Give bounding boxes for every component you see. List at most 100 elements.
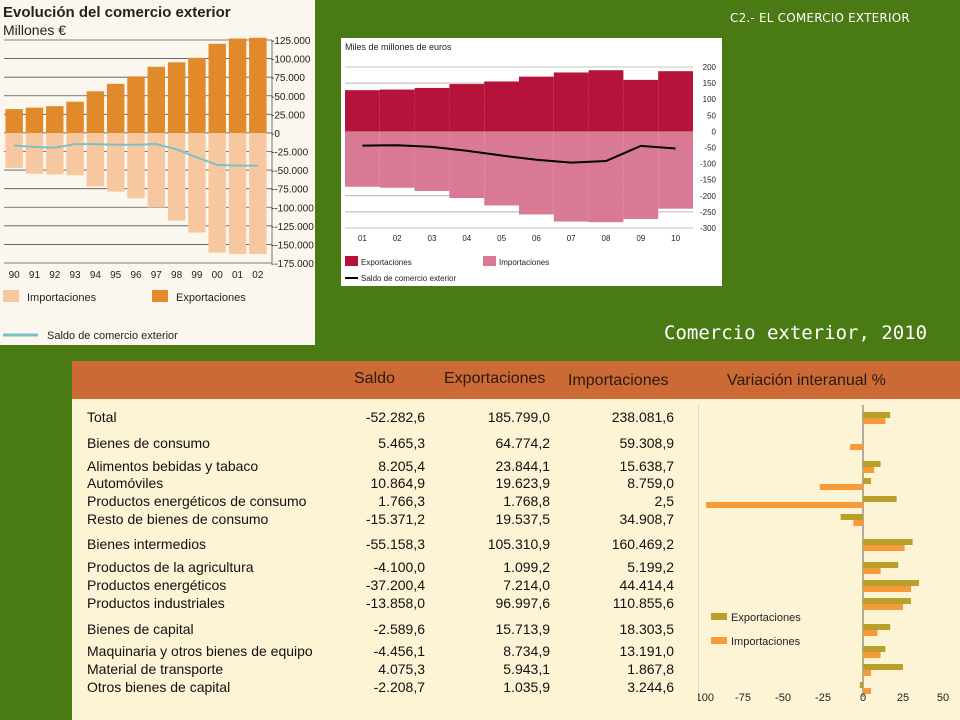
row-label: Maquinaria y otros bienes de equipo (87, 643, 313, 659)
chart3-bar-importaciones (863, 688, 871, 694)
chart2-ytick-label: -150 (700, 176, 717, 185)
chart1-bar-exportaciones (188, 57, 206, 133)
chart1-bar-exportaciones (167, 62, 186, 133)
cell-saldo: -2.589,6 (373, 621, 425, 637)
chart2-ytick-label: -300 (700, 224, 717, 233)
row-label: Productos energéticos (87, 577, 227, 593)
chart3-bar-exportaciones (863, 412, 891, 418)
cell-importaciones: 8.759,0 (627, 475, 674, 491)
cell-importaciones: 34.908,7 (619, 511, 675, 527)
chart2-bar-exportaciones (484, 81, 519, 132)
header-importaciones: Importaciones (568, 372, 669, 389)
cell-saldo: 1.766,3 (378, 493, 425, 509)
chart2-bar-importaciones (623, 131, 659, 219)
chart1-ytick-label: --175.000 (271, 259, 314, 270)
chart2-ytick-label: 150 (703, 79, 717, 88)
chart3-bar-exportaciones (863, 539, 913, 545)
trade-table: Saldo Exportaciones Importaciones Variac… (72, 361, 960, 720)
chart2-xtick-label: 05 (497, 234, 506, 243)
chart2-xtick-label: 03 (428, 234, 437, 243)
cell-importaciones: 15.638,7 (619, 458, 675, 474)
legend-label-imp-3: Importaciones (731, 636, 801, 648)
chart1-bar-importaciones (228, 132, 247, 255)
cell-exportaciones: 19.537,5 (495, 511, 551, 527)
chart-evolucion-svg: Evolución del comercio exterior Millones… (3, 4, 314, 342)
chart2-xtick-label: 04 (462, 234, 471, 243)
chart1-xtick-label: 93 (70, 270, 82, 281)
cell-saldo: 10.864,9 (370, 475, 426, 491)
cell-exportaciones: 64.774,2 (495, 435, 551, 451)
chart2-ytick-label: -200 (700, 192, 717, 201)
chart2-bar-importaciones (553, 131, 589, 222)
chart1-ytick-label: --125.000 (271, 222, 314, 233)
row-label: Otros bienes de capital (87, 679, 231, 695)
cell-saldo: -4.100,0 (373, 559, 425, 575)
chart2-xtick-label: 08 (602, 234, 611, 243)
chart3-bar-importaciones (853, 520, 863, 526)
chart1-xtick-label: 97 (151, 270, 163, 281)
chart1-ytick-label: --75.000 (271, 185, 309, 196)
chart1-bar-importaciones (106, 132, 125, 192)
cell-saldo: -2.208,7 (373, 679, 425, 695)
chart1-bar-exportaciones (5, 109, 23, 133)
cell-importaciones: 110.855,6 (612, 595, 674, 611)
chart3-bar-exportaciones (840, 514, 863, 520)
chart3-xtick-label: 25 (897, 692, 909, 702)
legend-swatch-importaciones (3, 290, 19, 302)
cell-importaciones: 1.867,8 (627, 661, 674, 677)
legend-swatch-exportaciones (152, 290, 168, 302)
chart3-bar-importaciones (863, 467, 875, 473)
slide-header: C2.- EL COMERCIO EXTERIOR (730, 11, 910, 25)
chart3-bar-importaciones (863, 630, 878, 636)
chart1-bar-exportaciones (228, 38, 247, 133)
chart1-bar-importaciones (66, 132, 84, 176)
chart2-bar-exportaciones (379, 89, 415, 132)
chart1-bar-importaciones (127, 132, 145, 199)
header-variacion: Variación interanual % (727, 372, 886, 389)
chart1-xtick-label: 96 (130, 270, 142, 281)
chart2-xtick-label: 09 (636, 234, 645, 243)
chart1-bar-importaciones (86, 132, 105, 187)
cell-saldo: -52.282,6 (365, 409, 425, 425)
legend-label-saldo: Saldo de comercio exterior (47, 330, 178, 342)
chart-miles-millones-svg: Miles de millones de euros 200 150 100 50 0 -… (345, 42, 717, 283)
chart2-bar-importaciones (588, 131, 624, 223)
cell-exportaciones: 19.623,9 (495, 475, 551, 491)
cell-saldo: 8.205,4 (378, 458, 425, 474)
legend-label-exportaciones: Exportaciones (176, 292, 246, 304)
chart2-bar-importaciones (379, 131, 415, 188)
chart3-bar-importaciones (863, 652, 881, 658)
legend-swatch-imp-3 (711, 637, 727, 644)
chart2-bar-exportaciones (623, 79, 659, 132)
chart1-bar-importaciones (46, 132, 64, 175)
legend-label-importaciones-2: Importaciones (499, 258, 549, 267)
chart2-bar-exportaciones (588, 70, 624, 132)
chart1-bar-exportaciones (25, 107, 44, 133)
chart2-title: Miles de millones de euros (345, 42, 452, 52)
legend-label-saldo-2: Saldo de comercio exterior (361, 274, 456, 283)
chart3-xtick-label: -50 (775, 692, 791, 702)
chart1-title: Evolución del comercio exterior (3, 4, 231, 21)
chart3-xtick-label: 0 (860, 692, 866, 702)
cell-exportaciones: 7.214,0 (503, 577, 550, 593)
chart1-xtick-label: 00 (212, 270, 224, 281)
legend-swatch-exportaciones-2 (345, 256, 358, 266)
cell-importaciones: 3.244,6 (627, 679, 674, 695)
chart1-ytick-label: -125.000 (271, 36, 311, 47)
chart1-ytick-label: -0 (271, 129, 280, 140)
chart-evolucion-comercio: Evolución del comercio exterior Millones… (0, 0, 315, 345)
chart1-bar-importaciones (5, 132, 23, 168)
cell-saldo: -15.371,2 (365, 511, 425, 527)
table-caption: Comercio exterior, 2010 (664, 322, 928, 344)
chart1-bar-exportaciones (106, 83, 125, 133)
chart2-xtick-label: 01 (358, 234, 367, 243)
legend-label-exp-3: Exportaciones (731, 612, 801, 624)
chart3-bar-exportaciones (863, 580, 919, 586)
chart2-ytick-label: 200 (703, 63, 717, 72)
row-label: Automóviles (87, 475, 164, 491)
cell-exportaciones: 1.768,8 (503, 493, 550, 509)
chart3-bar-exportaciones (863, 664, 903, 670)
chart2-bar-exportaciones (519, 76, 554, 132)
chart2-bar-exportaciones (345, 90, 380, 132)
chart1-bar-exportaciones (86, 91, 105, 133)
